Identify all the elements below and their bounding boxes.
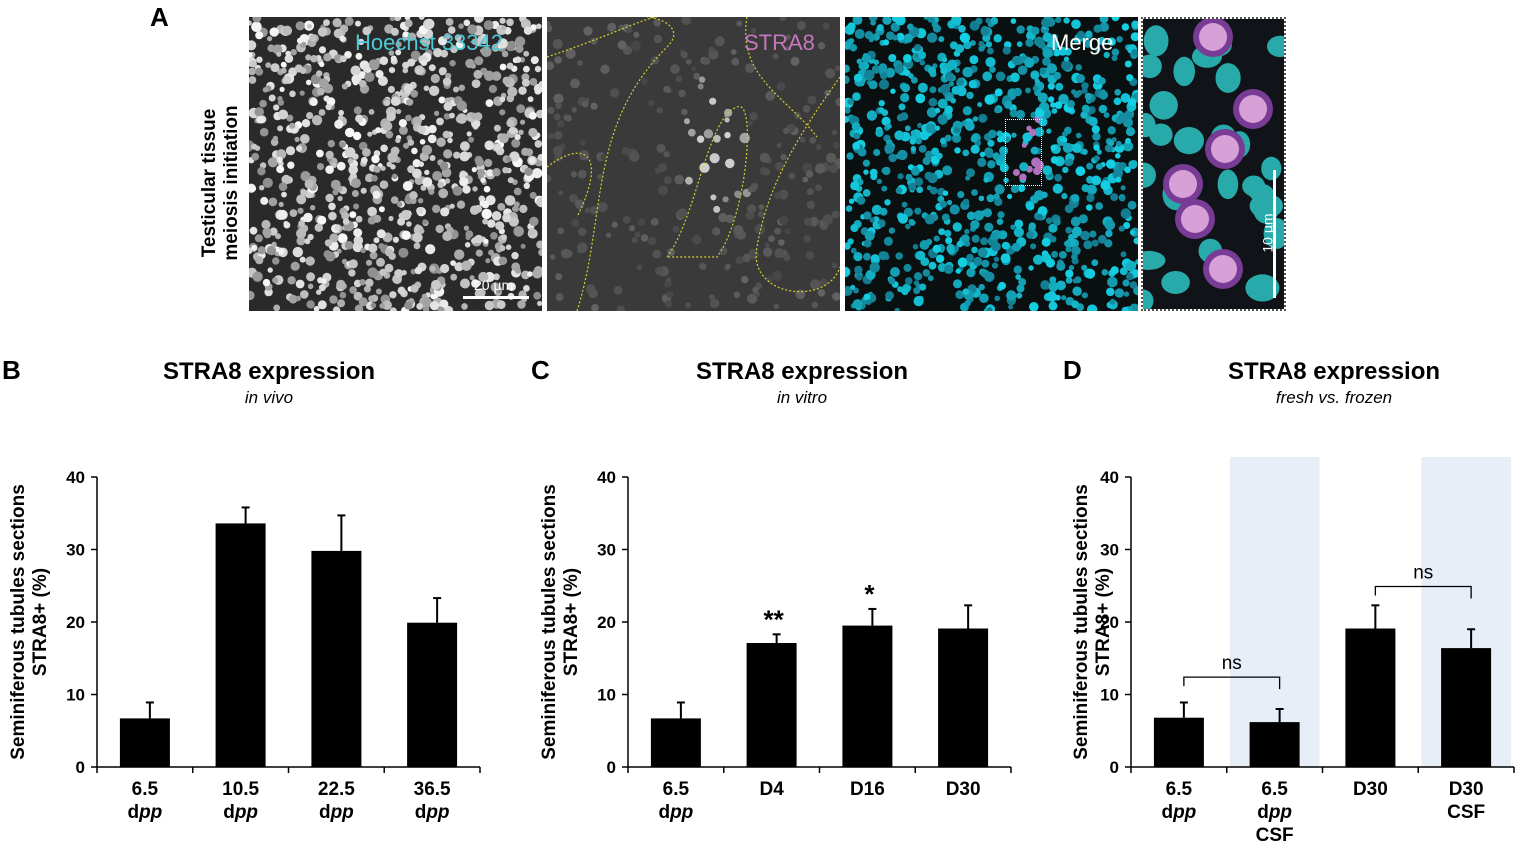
category-label: 22.5 xyxy=(318,779,355,800)
panel-letter-a: A xyxy=(150,2,169,32)
tubule-outline xyxy=(755,76,840,293)
merge-image xyxy=(845,17,1138,311)
nuclei xyxy=(845,17,1138,311)
y-tick-label: 0 xyxy=(607,758,616,777)
hoechst-label: Hoechst 33342 xyxy=(355,30,503,55)
y-tick-label: 30 xyxy=(1100,541,1119,560)
y-tick-label: 40 xyxy=(597,468,616,487)
category-label: dpp xyxy=(319,802,354,823)
y-tick-label: 30 xyxy=(597,541,616,560)
row-label-line2: meiosis initiation xyxy=(221,105,242,261)
category-label: D30 xyxy=(1353,779,1388,800)
scale-bar-20 xyxy=(463,296,529,299)
y-tick-label: 20 xyxy=(597,613,616,632)
y-tick-label: 40 xyxy=(66,468,85,487)
category-label: dpp xyxy=(1161,802,1196,823)
chart-d-title: STRA8 expression xyxy=(1227,358,1441,385)
stra8-label: STRA8 xyxy=(744,30,815,55)
category-label: dpp xyxy=(658,802,693,823)
y-tick-label: 20 xyxy=(66,613,85,632)
y-tick-label: 0 xyxy=(76,758,85,777)
category-label: dpp xyxy=(1257,802,1292,823)
y-tick-label: 10 xyxy=(597,686,616,705)
category-label: dpp xyxy=(223,802,258,823)
bar xyxy=(842,625,893,767)
category-label: CSF xyxy=(1256,825,1294,846)
panel-letter-d: D xyxy=(1063,355,1082,385)
panel-letter-b: B xyxy=(2,355,21,385)
y-tick-label: 10 xyxy=(66,686,85,705)
comparison-bracket xyxy=(1183,676,1281,690)
scale-bar-10-label: 10 µm xyxy=(1259,213,1276,253)
chart-c: 0 10 20 30 40 6.5 dpp ** D4 * D16 D30 xyxy=(531,455,1031,857)
y-tick-label: 40 xyxy=(1100,468,1119,487)
merge-label: Merge xyxy=(1051,30,1114,55)
category-label: 6.5 xyxy=(663,779,690,800)
category-label: dpp xyxy=(127,802,162,823)
image-background xyxy=(547,17,840,311)
category-label: 6.5 xyxy=(1261,779,1288,800)
chart-d: 0 10 20 30 40 6.5 dpp 6.5 dpp CSF D30 D30 CSF ns ns xyxy=(1034,455,1534,857)
tubule-outline xyxy=(665,106,749,258)
y-tick-label: 0 xyxy=(1110,758,1119,777)
category-label: D4 xyxy=(759,779,784,800)
chart-b-title: STRA8 expression xyxy=(162,358,376,385)
category-label: 10.5 xyxy=(222,779,259,800)
chart-c-subtitle: in vitro xyxy=(776,388,828,407)
bar xyxy=(311,550,362,767)
category-label: 6.5 xyxy=(132,779,159,800)
comparison-label: ns xyxy=(1413,562,1433,583)
category-label: D30 xyxy=(1449,779,1484,800)
tubule-outline xyxy=(547,17,658,58)
stra8-image xyxy=(547,17,840,311)
significance-label: * xyxy=(864,579,875,609)
nuclei xyxy=(547,17,840,311)
chart-b-subtitle: in vivo xyxy=(244,388,294,407)
significance-label: ** xyxy=(764,604,785,634)
nuclei xyxy=(249,17,542,311)
bar xyxy=(215,523,266,767)
category-label: dpp xyxy=(415,802,450,823)
cells xyxy=(1143,19,1284,309)
shaded-region xyxy=(1229,457,1320,767)
zoom-image xyxy=(1141,17,1286,311)
bar xyxy=(1249,722,1300,767)
chart-d-subtitle: fresh vs. frozen xyxy=(1275,388,1393,407)
scale-bar-20-label: 20 µm xyxy=(474,277,514,293)
chart-b: 0 10 20 30 40 6.5 dpp 10.5 dpp 22.5 dpp 36.5 dpp xyxy=(0,455,500,857)
bar xyxy=(119,718,170,767)
panel-letter-c: C xyxy=(531,355,550,385)
y-tick-label: 30 xyxy=(66,541,85,560)
tubule-outline xyxy=(745,17,818,138)
bar xyxy=(1153,717,1204,767)
bar xyxy=(1441,648,1492,767)
bar xyxy=(746,643,797,767)
comparison-bracket xyxy=(1374,585,1472,599)
category-label: 6.5 xyxy=(1166,779,1193,800)
bar xyxy=(407,622,458,767)
bar xyxy=(938,628,989,767)
comparison-label: ns xyxy=(1222,653,1242,674)
inset-box xyxy=(1005,119,1042,186)
scale-bar-10 xyxy=(1273,170,1276,298)
bar xyxy=(1345,628,1396,767)
chart-c-title: STRA8 expression xyxy=(695,358,909,385)
category-label: D30 xyxy=(946,779,981,800)
row-label-line1: Testicular tissue xyxy=(199,108,220,258)
tubule-outline xyxy=(576,17,675,311)
hoechst-image xyxy=(249,17,542,311)
category-label: CSF xyxy=(1447,802,1485,823)
bar xyxy=(650,718,701,767)
category-label: 36.5 xyxy=(414,779,451,800)
y-tick-label: 20 xyxy=(1100,613,1119,632)
y-tick-label: 10 xyxy=(1100,686,1119,705)
category-label: D16 xyxy=(850,779,885,800)
